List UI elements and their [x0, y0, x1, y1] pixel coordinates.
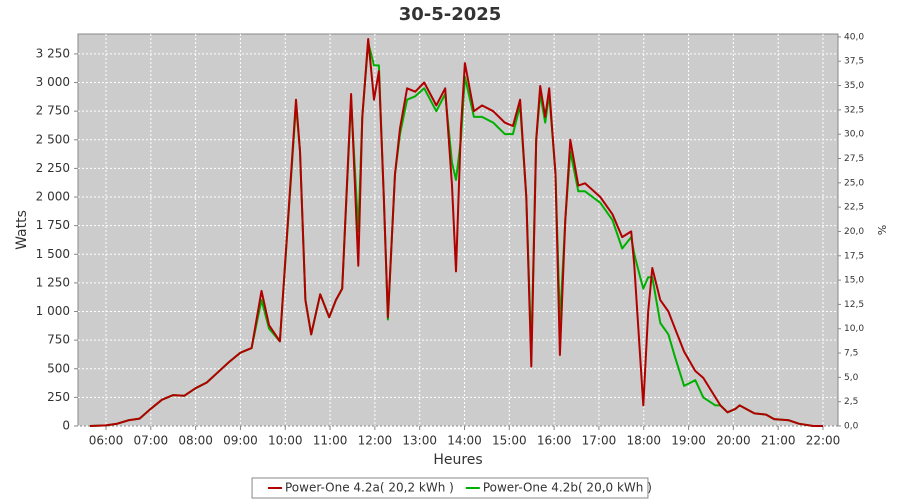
y2-tick-label: 15,0	[844, 276, 864, 286]
y2-tick-label: 7,5	[844, 349, 858, 359]
y2-tick-label: 22,5	[844, 203, 864, 213]
y-tick-label: 1 250	[36, 275, 70, 289]
x-tick-label: 08:00	[178, 434, 213, 448]
legend-label: Power-One 4.2a( 20,2 kWh )	[285, 481, 454, 495]
x-tick-label: 12:00	[358, 434, 393, 448]
chart-title: 30-5-2025	[399, 4, 502, 25]
y-tick-label: 2 250	[36, 161, 70, 175]
y-tick-label: 2 000	[36, 190, 70, 204]
y2-tick-label: 27,5	[844, 154, 864, 164]
x-axis-label: Heures	[433, 452, 482, 468]
series-line	[89, 38, 823, 427]
y2-tick-label: 17,5	[844, 251, 864, 261]
x-tick-label: 16:00	[537, 434, 572, 448]
y2-tick-label: 2,5	[844, 397, 858, 407]
y2-tick-label: 32,5	[844, 105, 864, 115]
series-line	[89, 41, 823, 427]
y-tick-label: 250	[47, 390, 70, 404]
x-tick-label: 17:00	[582, 434, 617, 448]
x-tick-label: 14:00	[447, 434, 482, 448]
y-tick-label: 1 500	[36, 247, 70, 261]
legend-label: Power-One 4.2b( 20,0 kWh )	[483, 481, 652, 495]
x-tick-label: 06:00	[89, 434, 124, 448]
x-tick-label: 13:00	[402, 434, 437, 448]
y-tick-label: 1 000	[36, 304, 70, 318]
y-axis-label: Watts	[14, 210, 30, 250]
y2-tick-label: 30,0	[844, 130, 864, 140]
x-tick-label: 11:00	[313, 434, 348, 448]
y2-tick-label: 37,5	[844, 57, 864, 67]
y-tick-label: 750	[47, 333, 70, 347]
y-tick-label: 2 750	[36, 104, 70, 118]
x-tick-label: 21:00	[761, 434, 796, 448]
x-tick-label: 20:00	[716, 434, 751, 448]
y2-axis-label: %	[875, 225, 888, 235]
y2-tick-label: 40,0	[844, 32, 864, 42]
x-tick-label: 19:00	[671, 434, 706, 448]
y-tick-label: 1 750	[36, 218, 70, 232]
legend-box	[251, 477, 649, 499]
y-tick-label: 2 500	[36, 132, 70, 146]
x-tick-label: 22:00	[806, 434, 841, 448]
y-tick-label: 3 250	[36, 46, 70, 60]
y-tick-label: 0	[62, 419, 70, 433]
y2-tick-label: 10,0	[844, 324, 864, 334]
y2-tick-label: 0,0	[844, 422, 859, 432]
y-tick-label: 3 000	[36, 75, 70, 89]
y2-tick-label: 5,0	[844, 373, 859, 383]
x-tick-label: 10:00	[268, 434, 303, 448]
y2-tick-label: 25,0	[844, 178, 864, 188]
y-tick-label: 500	[47, 361, 70, 375]
x-tick-label: 15:00	[492, 434, 527, 448]
y2-tick-label: 35,0	[844, 81, 864, 91]
x-tick-label: 18:00	[626, 434, 661, 448]
y2-tick-label: 20,0	[844, 227, 864, 237]
y2-tick-label: 12,5	[844, 300, 864, 310]
x-tick-label: 07:00	[134, 434, 169, 448]
x-tick-label: 09:00	[223, 434, 258, 448]
